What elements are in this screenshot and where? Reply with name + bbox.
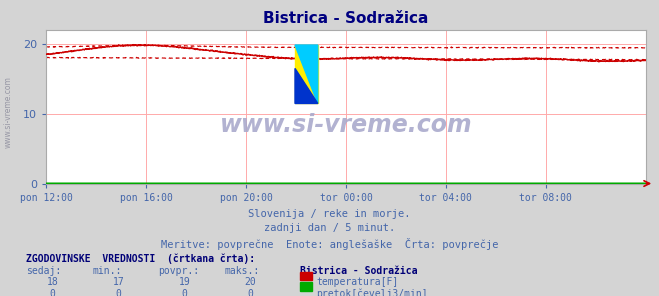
Text: 17: 17 <box>113 277 125 287</box>
Text: Bistrica - Sodražica: Bistrica - Sodražica <box>300 266 417 276</box>
Polygon shape <box>295 45 318 104</box>
Text: min.:: min.: <box>92 266 122 276</box>
Text: povpr.:: povpr.: <box>158 266 199 276</box>
Text: 0: 0 <box>248 289 253 296</box>
Text: 0: 0 <box>116 289 121 296</box>
Bar <box>295 45 318 104</box>
Title: Bistrica - Sodražica: Bistrica - Sodražica <box>264 11 428 26</box>
Text: 19: 19 <box>179 277 190 287</box>
Text: ZGODOVINSKE  VREDNOSTI  (črtkana črta):: ZGODOVINSKE VREDNOSTI (črtkana črta): <box>26 253 256 263</box>
Text: pretok[čevelj3/min]: pretok[čevelj3/min] <box>316 288 428 296</box>
Text: 18: 18 <box>47 277 59 287</box>
Text: temperatura[F]: temperatura[F] <box>316 277 399 287</box>
Text: www.si-vreme.com: www.si-vreme.com <box>219 113 473 137</box>
Text: www.si-vreme.com: www.si-vreme.com <box>3 77 13 148</box>
Text: 0: 0 <box>182 289 187 296</box>
Polygon shape <box>295 68 318 104</box>
Text: 20: 20 <box>244 277 256 287</box>
Text: Slovenija / reke in morje.: Slovenija / reke in morje. <box>248 209 411 219</box>
Text: Meritve: povprečne  Enote: anglešaške  Črta: povprečje: Meritve: povprečne Enote: anglešaške Črt… <box>161 238 498 250</box>
Text: maks.:: maks.: <box>224 266 259 276</box>
Text: sedaj:: sedaj: <box>26 266 61 276</box>
Text: zadnji dan / 5 minut.: zadnji dan / 5 minut. <box>264 223 395 234</box>
Text: 0: 0 <box>50 289 55 296</box>
